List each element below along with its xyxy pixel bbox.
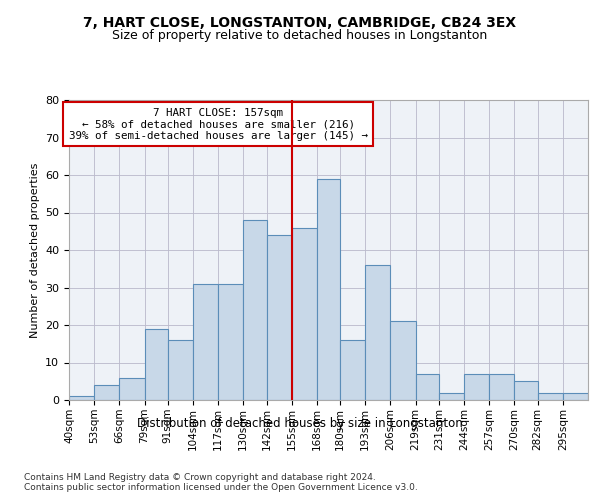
Bar bbox=[243, 220, 266, 400]
Bar bbox=[168, 340, 193, 400]
Bar bbox=[416, 374, 439, 400]
Text: Distribution of detached houses by size in Longstanton: Distribution of detached houses by size … bbox=[137, 418, 463, 430]
Bar bbox=[145, 329, 168, 400]
Bar bbox=[365, 265, 391, 400]
Text: Size of property relative to detached houses in Longstanton: Size of property relative to detached ho… bbox=[112, 29, 488, 42]
Bar bbox=[69, 396, 94, 400]
Bar bbox=[439, 392, 464, 400]
Bar bbox=[563, 392, 588, 400]
Text: 7, HART CLOSE, LONGSTANTON, CAMBRIDGE, CB24 3EX: 7, HART CLOSE, LONGSTANTON, CAMBRIDGE, C… bbox=[83, 16, 517, 30]
Text: 7 HART CLOSE: 157sqm
← 58% of detached houses are smaller (216)
39% of semi-deta: 7 HART CLOSE: 157sqm ← 58% of detached h… bbox=[68, 108, 368, 140]
Bar bbox=[464, 374, 489, 400]
Bar bbox=[538, 392, 563, 400]
Bar bbox=[489, 374, 514, 400]
Bar bbox=[119, 378, 145, 400]
Bar bbox=[266, 235, 292, 400]
Bar bbox=[514, 381, 538, 400]
Bar bbox=[94, 385, 119, 400]
Y-axis label: Number of detached properties: Number of detached properties bbox=[29, 162, 40, 338]
Bar bbox=[317, 179, 340, 400]
Text: Contains HM Land Registry data © Crown copyright and database right 2024.
Contai: Contains HM Land Registry data © Crown c… bbox=[24, 472, 418, 492]
Bar bbox=[340, 340, 365, 400]
Bar bbox=[391, 322, 416, 400]
Bar bbox=[292, 228, 317, 400]
Bar bbox=[218, 284, 243, 400]
Bar bbox=[193, 284, 218, 400]
